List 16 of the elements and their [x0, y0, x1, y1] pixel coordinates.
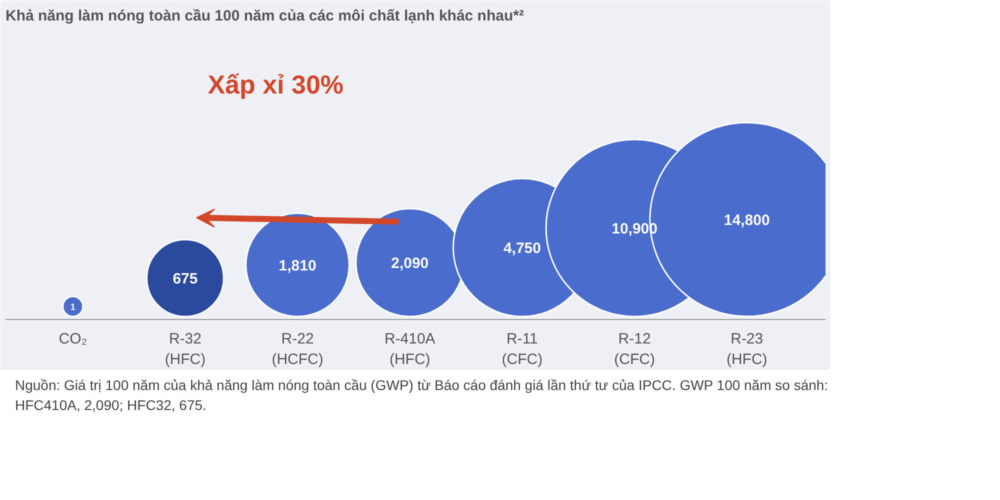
data-label: 4,750: [503, 240, 541, 258]
text: Xấp xỉ 30%: [208, 70, 344, 100]
category-label: R-32 (HFC): [164, 330, 206, 368]
category-label: R-22 (HCFC): [272, 330, 324, 368]
category-label: R-12 (CFC): [614, 330, 655, 368]
data-label: 14,800: [724, 212, 770, 229]
data-label: 2,090: [391, 255, 429, 272]
category-label: R-23 (HFC): [726, 330, 768, 368]
category-label: CO₂: [58, 330, 88, 348]
data-label: 1: [70, 302, 76, 312]
text: Khả năng làm nóng toàn cầu 100 năm của các môi chất lạnh khác nhau*²: [6, 8, 524, 24]
data-label: 675: [172, 270, 198, 288]
text: Nguồn: Giá trị 100 năm của khả năng làm nóng toàn cầu (GWP) từ Báo cáo đánh giá lần thứ tư của IPCC. GWP 100 năm so sánh: HFC410A, 2,090; HFC32, 675.: [15, 376, 830, 415]
data-label: 1,810: [278, 257, 316, 274]
category-label: R-410A (HFC): [384, 330, 436, 368]
category-label: R-11 (CFC): [502, 330, 543, 368]
